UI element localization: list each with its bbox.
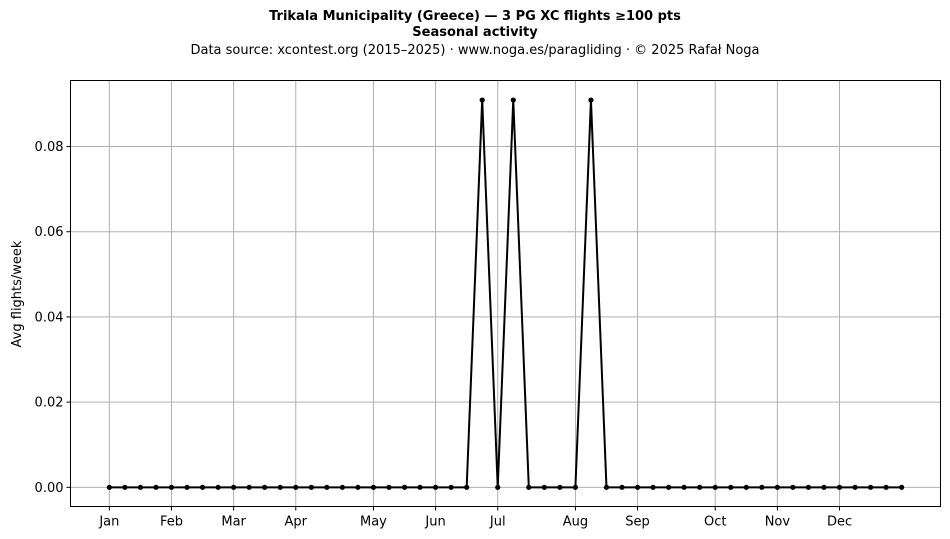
data-point (184, 484, 190, 490)
data-point (603, 484, 610, 490)
data-point (681, 484, 687, 490)
y-axis-label: Avg flights/week (10, 240, 25, 347)
x-tick-label: Feb (160, 515, 183, 530)
grid-lines (70, 80, 941, 507)
y-axis-ticks: 0.00 0.02 0.04 0.06 0.08 (35, 140, 71, 496)
data-points (106, 97, 905, 490)
x-tick-label: Nov (765, 515, 791, 530)
data-point (510, 97, 516, 103)
x-tick-label: Aug (563, 515, 588, 530)
data-point (852, 484, 858, 490)
data-point (106, 484, 112, 490)
data-point (479, 97, 485, 103)
y-tick-label: 0.02 (35, 396, 64, 411)
x-tick-label: Jul (489, 515, 506, 530)
data-point (417, 484, 423, 490)
chart-title: Trikala Municipality (Greece) — 3 PG XC … (269, 9, 681, 24)
data-point (370, 484, 377, 490)
data-point (666, 484, 672, 490)
data-point (588, 97, 594, 103)
data-point (619, 484, 625, 490)
data-point (339, 484, 345, 490)
data-point (541, 484, 547, 490)
data-point (137, 484, 144, 490)
data-point (355, 484, 361, 490)
data-point (790, 484, 796, 490)
y-tick-label: 0.04 (35, 310, 64, 325)
data-point (572, 484, 579, 490)
data-point (231, 484, 237, 490)
data-point (448, 484, 454, 490)
data-point (650, 484, 656, 490)
data-point (805, 484, 812, 490)
data-point (277, 484, 283, 490)
data-point (759, 484, 765, 490)
data-point (526, 484, 532, 490)
y-tick-label: 0.00 (35, 481, 64, 496)
x-tick-label: Oct (704, 515, 726, 530)
data-point (743, 484, 749, 490)
data-point (899, 484, 905, 490)
data-point (712, 484, 718, 490)
data-point (215, 484, 221, 490)
data-point (697, 484, 703, 490)
data-point (153, 484, 159, 490)
x-tick-label: Mar (221, 515, 246, 530)
plot-frame (70, 80, 941, 507)
data-point (199, 484, 206, 490)
data-point (495, 484, 501, 490)
data-point (464, 484, 470, 490)
data-point (557, 484, 563, 490)
data-point (728, 484, 734, 490)
data-point (262, 484, 268, 490)
data-point (293, 484, 299, 490)
x-tick-label: Jun (424, 515, 445, 530)
x-tick-label: Sep (625, 515, 650, 530)
data-point (168, 484, 175, 490)
data-point (401, 484, 408, 490)
data-point (386, 484, 392, 490)
data-point (432, 484, 439, 490)
data-point (821, 484, 827, 490)
data-point (634, 484, 641, 490)
series-line (109, 100, 902, 489)
x-axis-ticks: Jan Feb Mar Apr May Jun Jul Aug Sep Oct Nov Dec (98, 506, 852, 530)
chart-subtitle: Seasonal activity (412, 25, 538, 40)
data-point (774, 484, 780, 490)
data-point (308, 484, 314, 490)
y-tick-label: 0.06 (35, 225, 64, 240)
data-point (324, 484, 330, 490)
data-point (883, 484, 889, 490)
x-tick-label: Dec (827, 515, 852, 530)
y-tick-label: 0.08 (35, 140, 64, 155)
chart-source-note: Data source: xcontest.org (2015–2025) · … (190, 43, 760, 58)
x-tick-label: Jan (98, 515, 119, 530)
x-tick-label: Apr (285, 515, 308, 530)
data-point (867, 484, 874, 490)
data-point (836, 484, 843, 490)
x-tick-label: May (360, 515, 387, 530)
data-point (122, 484, 128, 490)
data-point (246, 484, 252, 490)
